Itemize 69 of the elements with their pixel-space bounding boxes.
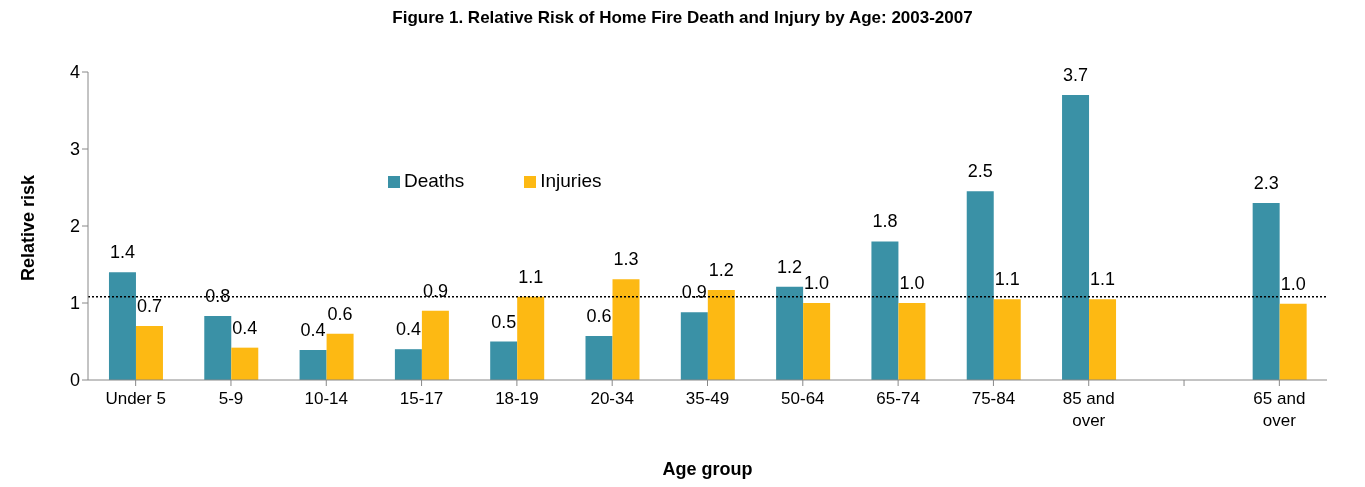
legend-label: Deaths xyxy=(404,170,465,191)
data-label: 1.0 xyxy=(1280,273,1306,294)
y-tick-label: 2 xyxy=(69,216,80,237)
x-tick-label: 50-64 xyxy=(781,389,825,408)
bar xyxy=(803,303,831,380)
data-label: 1.0 xyxy=(899,273,925,293)
x-tick-label: 18-19 xyxy=(495,389,539,408)
bar xyxy=(517,296,545,380)
x-tick-label: 10-14 xyxy=(304,389,349,408)
y-tick-label: 0 xyxy=(69,370,80,391)
data-label: 2.3 xyxy=(1253,172,1279,193)
bar xyxy=(108,272,136,380)
bar xyxy=(612,279,640,380)
y-axis-title: Relative risk xyxy=(18,173,39,281)
bar xyxy=(1279,303,1307,380)
data-label: 1.3 xyxy=(613,249,639,270)
bar xyxy=(707,289,735,380)
chart-title: Figure 1. Relative Risk of Home Fire Death and Injury by Age: 2003-2007 xyxy=(391,8,974,29)
data-label: 0.5 xyxy=(491,311,517,332)
x-tick-label: 85 and over xyxy=(1062,389,1115,430)
data-label: 3.7 xyxy=(1063,65,1089,86)
bar xyxy=(231,347,259,380)
data-label: 1.8 xyxy=(872,211,898,232)
data-label: 1.0 xyxy=(804,273,830,293)
x-tick-label: 35-49 xyxy=(685,389,730,408)
bar xyxy=(680,312,708,380)
x-axis-title: Age group xyxy=(662,459,753,479)
bar xyxy=(394,349,422,380)
bar xyxy=(898,303,926,380)
bar xyxy=(490,341,518,380)
data-label: 0.4 xyxy=(395,319,421,340)
data-label: 1.2 xyxy=(777,256,803,277)
bar xyxy=(585,336,613,380)
data-label: 0.8 xyxy=(205,286,231,307)
data-label: 2.5 xyxy=(967,161,993,182)
data-label: 0.4 xyxy=(300,319,326,340)
x-tick-label: 65 and over xyxy=(1253,389,1306,430)
x-tick-label: 75-84 xyxy=(971,389,1016,408)
x-tick-label: Under 5 xyxy=(105,389,166,408)
data-label: 0.4 xyxy=(232,317,258,338)
data-label: 0.6 xyxy=(586,306,612,327)
bar xyxy=(204,316,232,380)
bar xyxy=(326,333,354,380)
bar xyxy=(966,191,994,380)
bar xyxy=(1252,202,1280,380)
data-label: 1.1 xyxy=(1090,269,1116,290)
data-label: 1.4 xyxy=(109,242,135,263)
y-tick-label: 1 xyxy=(69,293,80,314)
legend-label: Injuries xyxy=(540,170,602,191)
bar xyxy=(1062,95,1090,380)
bar xyxy=(299,349,327,380)
bar xyxy=(993,299,1021,380)
y-tick-label: 3 xyxy=(69,139,80,160)
data-label: 0.6 xyxy=(327,303,353,324)
x-tick-label: 5-9 xyxy=(218,389,244,408)
data-label: 1.2 xyxy=(708,259,734,280)
bar xyxy=(871,241,899,380)
x-tick-label: 20-34 xyxy=(590,389,634,408)
x-tick-label: 15-17 xyxy=(399,389,444,408)
data-label: 1.1 xyxy=(518,266,544,287)
data-label: 0.7 xyxy=(136,296,162,317)
bar xyxy=(1089,299,1117,380)
data-label: 1.1 xyxy=(994,269,1020,290)
bar xyxy=(776,286,804,380)
bar xyxy=(135,326,163,380)
bar xyxy=(421,310,449,380)
y-tick-label: 4 xyxy=(69,62,80,83)
data-label: 0.9 xyxy=(422,280,448,301)
x-tick-label: 65-74 xyxy=(876,389,920,408)
